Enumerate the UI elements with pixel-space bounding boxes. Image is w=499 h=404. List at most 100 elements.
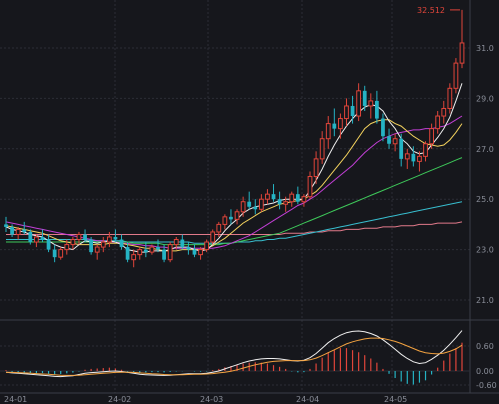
candle-body xyxy=(100,241,106,248)
candle-body xyxy=(417,155,422,162)
candle-body xyxy=(411,153,416,162)
candle-body xyxy=(4,224,8,227)
candle-body xyxy=(344,105,349,120)
candle-body xyxy=(229,216,233,220)
candle-body xyxy=(10,226,14,235)
y-tick-label: 27.0 xyxy=(476,145,494,154)
candle-body xyxy=(325,123,331,140)
candle-body xyxy=(167,244,173,261)
candle-body xyxy=(192,249,197,255)
candle-body xyxy=(283,201,289,205)
ma60-line xyxy=(6,157,463,246)
candle-body xyxy=(301,196,307,203)
candle-body xyxy=(89,239,94,253)
candle-body xyxy=(435,115,441,130)
x-tick-label: 24-04 xyxy=(296,395,319,404)
candle-body xyxy=(222,216,228,225)
candle-body xyxy=(106,236,112,243)
candle-body xyxy=(137,249,143,256)
candle-body xyxy=(119,239,124,248)
candle-body xyxy=(307,176,313,198)
candle-body xyxy=(332,123,337,129)
candle-body xyxy=(459,42,465,64)
candle-body xyxy=(295,194,300,202)
candle-body xyxy=(240,201,246,213)
candle-body xyxy=(180,239,185,248)
x-tick-label: 24-03 xyxy=(200,395,223,404)
candle-body xyxy=(173,239,179,246)
ma250-line xyxy=(6,221,463,235)
candle-body xyxy=(40,237,45,240)
candle-body xyxy=(46,239,51,250)
candle-body xyxy=(58,249,64,258)
ma10-line xyxy=(5,119,463,252)
candle-body xyxy=(429,128,434,145)
candle-body xyxy=(441,107,447,117)
candle-body xyxy=(253,206,258,210)
candle-body xyxy=(143,249,148,253)
candle-body xyxy=(362,90,367,106)
y-tick-label: 31.0 xyxy=(476,44,494,53)
candle-body xyxy=(22,229,27,232)
macd-y-tick-label: 0.00 xyxy=(476,367,494,376)
candle-body xyxy=(156,247,160,250)
ma5-line xyxy=(5,83,463,253)
candle-body xyxy=(289,193,295,203)
candle-body xyxy=(186,247,191,250)
candle-body xyxy=(204,241,210,251)
candle-body xyxy=(392,138,398,145)
candle-body xyxy=(210,231,216,243)
y-tick-label: 29.0 xyxy=(476,94,494,103)
candle-body xyxy=(28,231,33,243)
candle-body xyxy=(368,100,374,107)
candle-body xyxy=(350,105,355,117)
candle-body xyxy=(423,143,428,157)
candle-body xyxy=(131,254,137,261)
candle-body xyxy=(64,244,70,251)
candle-body xyxy=(404,153,410,160)
candle-body xyxy=(271,194,276,200)
x-tick-label: 24-01 xyxy=(4,395,27,404)
x-tick-label: 24-02 xyxy=(108,395,131,404)
high-annotation-label: 32.512 xyxy=(417,6,445,15)
candle-body xyxy=(216,223,222,233)
candle-body xyxy=(319,138,325,160)
macd-y-tick-label: 0.60 xyxy=(476,342,494,351)
candle-body xyxy=(374,100,379,119)
candle-body xyxy=(162,249,166,260)
macd-y-tick-label: -0.60 xyxy=(476,381,497,390)
y-tick-label: 25.0 xyxy=(476,195,494,204)
candle-body xyxy=(113,237,118,240)
candle-body xyxy=(247,201,252,207)
candle-body xyxy=(76,233,82,241)
candle-body xyxy=(447,87,453,109)
candle-body xyxy=(313,158,319,178)
candle-body xyxy=(258,198,264,210)
candle-body xyxy=(453,62,459,89)
candle-body xyxy=(70,239,76,246)
candle-body xyxy=(338,118,343,130)
candle-body xyxy=(234,211,240,220)
candle-body xyxy=(387,136,391,144)
candle-body xyxy=(356,90,362,117)
candle-body xyxy=(399,138,404,159)
candle-body xyxy=(125,247,130,260)
candle-body xyxy=(381,118,385,137)
y-tick-label: 23.0 xyxy=(476,246,494,255)
x-tick-label: 24-05 xyxy=(384,395,407,404)
candle-body xyxy=(83,234,87,240)
candle-body xyxy=(94,246,100,253)
candle-body xyxy=(265,193,270,200)
ma20-line xyxy=(5,115,463,249)
y-tick-label: 21.0 xyxy=(476,296,494,305)
candle-body xyxy=(34,236,39,243)
candle-body xyxy=(149,246,155,253)
candle-body xyxy=(198,249,203,256)
candle-body xyxy=(277,199,282,205)
macd-dea-line xyxy=(6,337,463,376)
macd-dif-line xyxy=(5,330,463,378)
candle-body xyxy=(52,249,57,258)
candle-body xyxy=(15,228,21,235)
